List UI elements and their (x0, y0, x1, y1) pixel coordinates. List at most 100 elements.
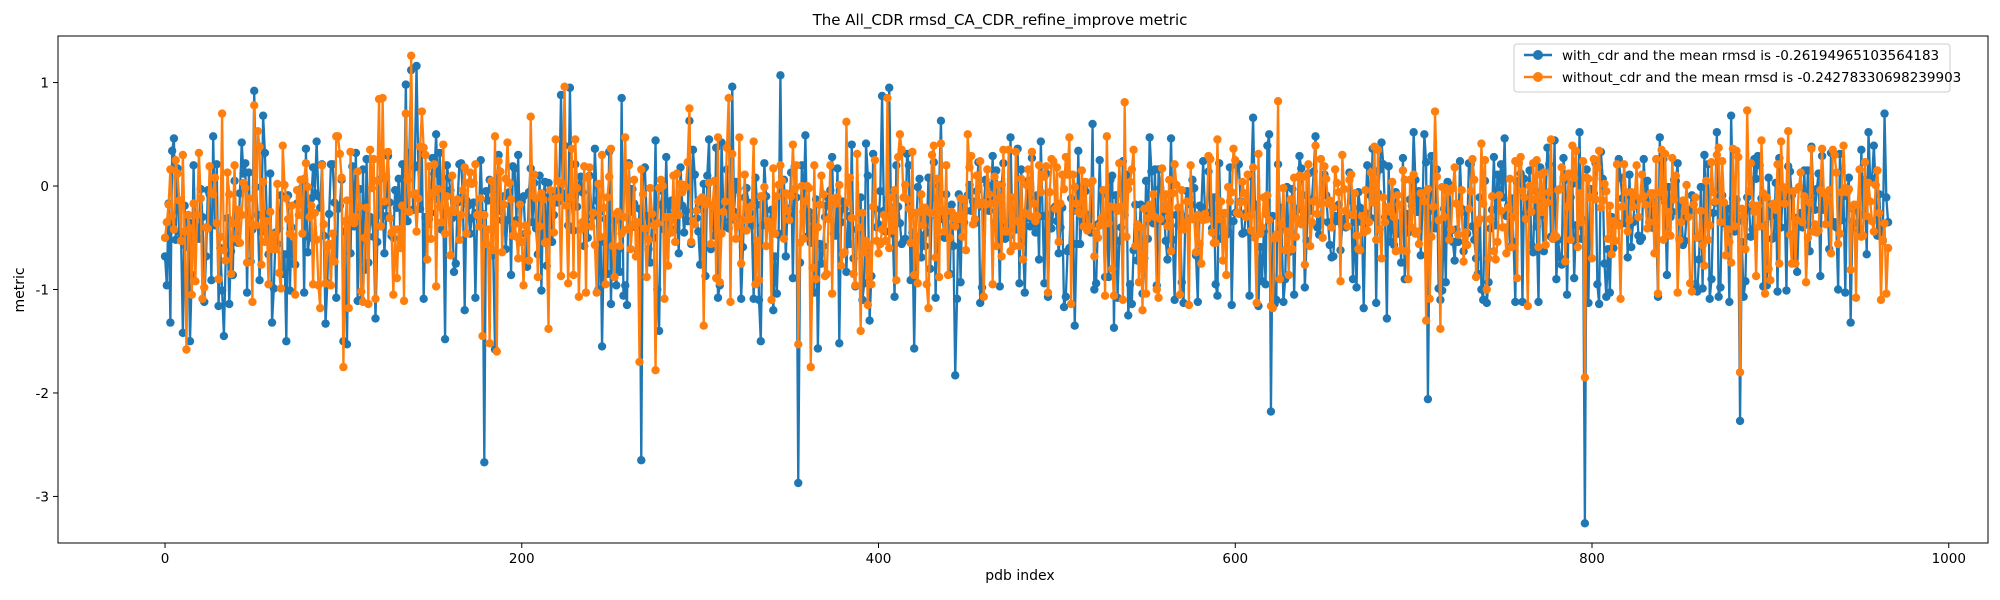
data-point (1104, 272, 1113, 282)
data-point (242, 258, 252, 267)
data-point (1860, 158, 1870, 167)
data-point (608, 241, 617, 251)
data-point (419, 294, 428, 304)
data-point (1784, 126, 1793, 136)
data-point (319, 220, 328, 229)
data-point (1020, 288, 1029, 297)
data-point (938, 206, 947, 216)
data-point (324, 239, 334, 249)
data-point (917, 190, 926, 199)
data-point (1594, 146, 1604, 156)
data-point (1755, 222, 1764, 231)
data-point (489, 245, 498, 255)
data-point (604, 172, 614, 181)
data-point (670, 237, 680, 247)
data-point (1211, 238, 1220, 248)
data-point (877, 225, 887, 234)
data-point (1577, 218, 1586, 227)
data-point (585, 163, 594, 172)
data-point (1709, 188, 1718, 197)
data-point (250, 86, 259, 96)
data-point (1810, 220, 1820, 229)
data-point (1482, 285, 1491, 294)
plot-frame (57, 35, 1989, 544)
data-point (1264, 215, 1274, 225)
data-point (1300, 260, 1310, 269)
data-point (742, 226, 751, 235)
data-point (1725, 297, 1734, 307)
data-point (1707, 274, 1716, 284)
data-point (1475, 214, 1484, 224)
data-point (1017, 174, 1026, 183)
data-point (1534, 297, 1543, 307)
data-point (1177, 185, 1186, 195)
data-point (1844, 184, 1854, 194)
data-point (1839, 141, 1848, 150)
data-point (1751, 271, 1761, 281)
data-point (412, 61, 421, 71)
data-point (458, 185, 468, 195)
data-point (662, 152, 671, 162)
data-point (1218, 256, 1227, 265)
data-point (241, 183, 250, 193)
data-point (1414, 239, 1424, 249)
data-point (1660, 149, 1670, 159)
data-point (1090, 252, 1099, 261)
data-point (1254, 149, 1263, 159)
data-point (1678, 196, 1688, 205)
data-point (597, 342, 607, 351)
data-point (1066, 299, 1076, 309)
data-point (963, 130, 972, 139)
data-point (993, 180, 1003, 190)
data-point (1833, 285, 1843, 294)
data-point (1289, 290, 1299, 299)
data-point (1225, 197, 1235, 206)
data-point (230, 161, 239, 170)
data-point (1830, 150, 1839, 160)
data-point (291, 290, 300, 299)
data-point (606, 299, 616, 309)
data-point (1701, 176, 1711, 186)
data-point (472, 210, 482, 220)
data-point (308, 163, 318, 172)
data-point (449, 207, 459, 217)
data-point (1880, 109, 1889, 118)
data-point (521, 221, 530, 230)
data-point (175, 196, 184, 205)
data-point (931, 253, 940, 262)
data-point (1072, 199, 1081, 208)
data-point (622, 300, 632, 310)
data-point (476, 194, 485, 203)
data-point (1181, 219, 1190, 228)
data-point (590, 240, 600, 250)
data-point (1801, 278, 1811, 287)
axes-layer: 0 200 400 600 800 1000 1 0 -1 -2 -3 (36, 76, 1966, 567)
data-point (606, 144, 616, 153)
data-point (208, 190, 218, 199)
data-point (1109, 323, 1119, 332)
data-point (931, 293, 940, 302)
data-point (1036, 188, 1046, 197)
data-point (651, 366, 660, 375)
data-point (1718, 157, 1727, 166)
data-point (453, 195, 462, 204)
data-point (808, 263, 817, 272)
data-point (1257, 223, 1267, 232)
data-point (1528, 248, 1538, 257)
data-point (1432, 172, 1442, 181)
data-point (237, 138, 246, 147)
data-point (1591, 195, 1600, 204)
data-point (1869, 141, 1879, 150)
data-point (1575, 128, 1584, 137)
data-point (312, 137, 321, 146)
legend: with_cdr and the mean rmsd is -0.2619496… (1513, 43, 1961, 93)
data-point (754, 295, 764, 305)
data-point (644, 235, 653, 245)
data-point (811, 274, 821, 284)
data-point (294, 210, 303, 220)
data-point (1652, 154, 1661, 164)
data-point (471, 160, 480, 169)
data-point (599, 203, 609, 212)
data-point (396, 243, 405, 253)
data-point (845, 173, 855, 182)
